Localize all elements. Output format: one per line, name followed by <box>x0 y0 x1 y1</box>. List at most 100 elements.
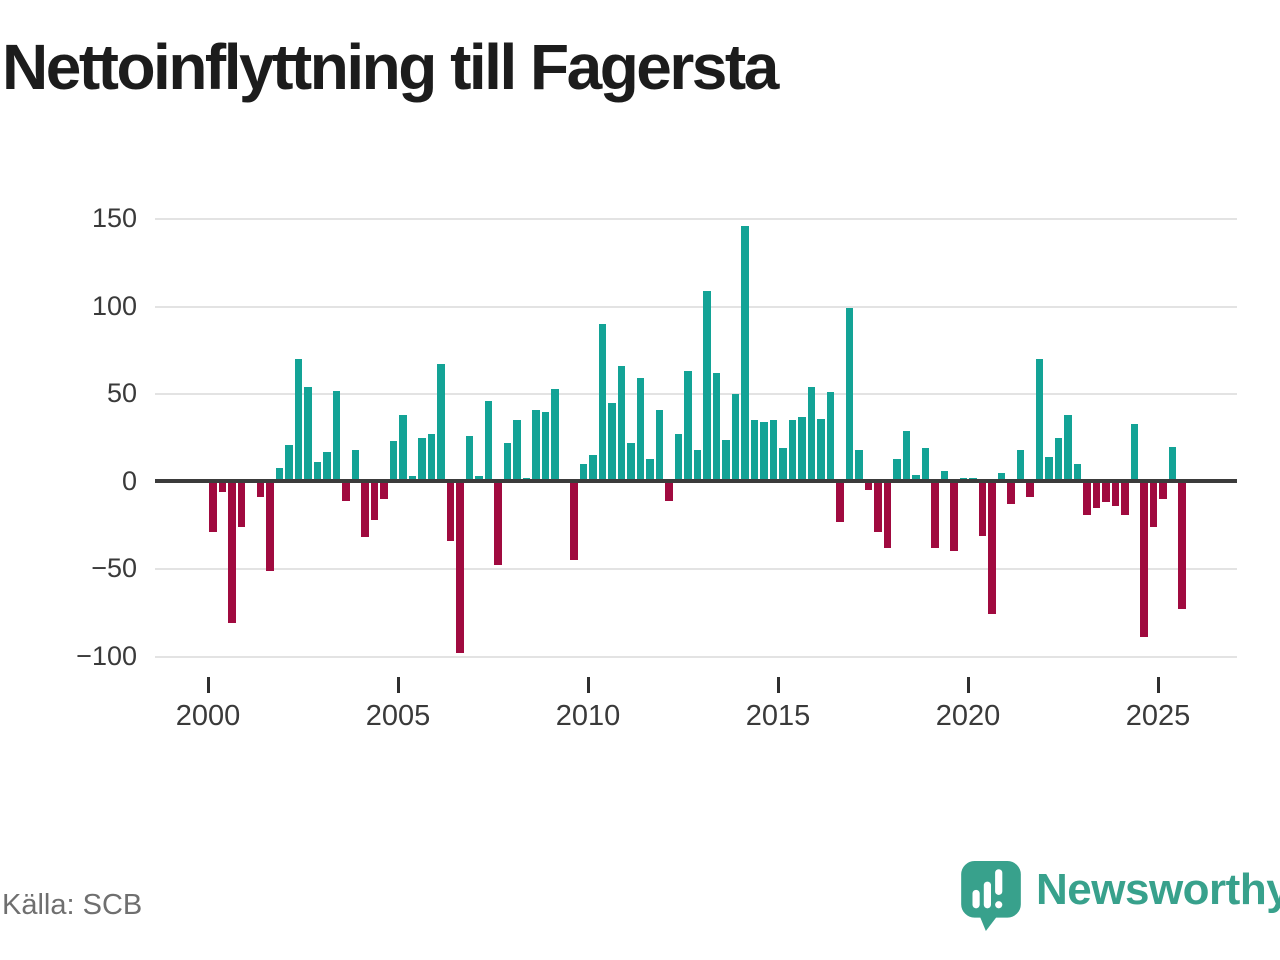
bar-2010-q2 <box>598 324 607 482</box>
bar-2023-q2 <box>1092 483 1101 508</box>
bar-2019-q2 <box>940 471 949 482</box>
bar-2003-q2 <box>332 390 341 482</box>
bar-2014-q4 <box>769 420 778 482</box>
bar-2009-q4 <box>579 464 588 482</box>
bar-2019-q1 <box>931 483 939 548</box>
bar-2011-q1 <box>627 443 635 482</box>
bar-2014-q2 <box>750 420 759 482</box>
bar-2000-q1 <box>209 483 217 532</box>
bar-2024-q1 <box>1121 483 1129 515</box>
bar-2018-q3 <box>912 474 920 482</box>
zero-line <box>155 479 1237 483</box>
source-label: Källa: SCB <box>2 889 143 921</box>
bar-2012-q3 <box>684 371 692 482</box>
gridline <box>155 568 1237 570</box>
bar-2022-q2 <box>1054 437 1063 482</box>
bar-2018-q4 <box>921 448 930 482</box>
bar-2006-q2 <box>446 483 455 541</box>
bar-2014-q3 <box>760 422 768 482</box>
bar-2007-q3 <box>494 483 502 566</box>
bar-2021-q4 <box>1035 359 1044 482</box>
x-tick <box>206 677 210 693</box>
bar-2021-q1 <box>1007 483 1015 504</box>
bar-2016-q1 <box>817 418 825 482</box>
bar-2015-q2 <box>788 420 797 482</box>
bar-2004-q2 <box>370 483 379 520</box>
bar-2002-q3 <box>304 387 312 482</box>
bar-2013-q2 <box>712 373 721 482</box>
bar-2017-q2 <box>864 483 873 490</box>
bar-2017-q3 <box>874 483 882 532</box>
newsworthy-bubble-chart-icon <box>961 861 1021 931</box>
bar-2021-q2 <box>1016 450 1025 482</box>
bar-2006-q4 <box>465 436 474 482</box>
bar-2015-q3 <box>798 416 806 482</box>
x-tick <box>396 677 400 693</box>
bar-2015-q1 <box>779 448 787 482</box>
bar-2011-q4 <box>655 409 664 482</box>
y-tick-label: 150 <box>91 203 137 233</box>
bar-2010-q3 <box>608 402 616 482</box>
bar-2015-q4 <box>807 387 816 482</box>
x-tick <box>776 677 780 693</box>
bar-2010-q1 <box>589 455 597 482</box>
bar-2002-q4 <box>313 462 322 482</box>
gridline <box>155 655 1237 658</box>
bar-2017-q1 <box>855 450 863 482</box>
chart-title: Nettoinflyttning till Fagersta <box>2 31 779 103</box>
bar-2004-q4 <box>389 441 398 482</box>
bar-2011-q2 <box>636 378 645 482</box>
bar-2017-q4 <box>883 483 892 548</box>
bar-2016-q4 <box>845 308 854 482</box>
bar-2014-q1 <box>741 226 749 482</box>
bar-2002-q1 <box>285 444 293 482</box>
x-tick-label: 2020 <box>935 700 1001 732</box>
bar-2013-q4 <box>731 394 740 482</box>
bar-2005-q3 <box>418 437 426 482</box>
bar-2016-q3 <box>836 483 844 522</box>
y-tick-label: 0 <box>121 465 137 496</box>
bar-2006-q1 <box>437 364 445 482</box>
bar-2012-q4 <box>693 450 702 482</box>
bar-2003-q1 <box>323 451 331 482</box>
bar-2025-q2 <box>1168 446 1177 482</box>
bar-2025-q1 <box>1159 483 1167 499</box>
bar-2009-q3 <box>570 483 578 560</box>
bar-2000-q2 <box>218 483 227 492</box>
bar-2007-q4 <box>503 443 512 482</box>
bar-2019-q3 <box>950 483 958 552</box>
bar-2011-q3 <box>646 458 654 482</box>
bar-2023-q4 <box>1111 483 1120 506</box>
x-tick <box>966 677 970 693</box>
bar-2000-q3 <box>228 483 236 623</box>
bar-2024-q4 <box>1149 483 1158 527</box>
bar-2010-q4 <box>617 366 626 482</box>
y-tick-label: 50 <box>106 378 137 408</box>
bar-2012-q2 <box>674 434 683 482</box>
x-tick-label: 2005 <box>365 700 431 732</box>
bar-2005-q4 <box>427 434 436 482</box>
bar-2004-q1 <box>361 483 369 538</box>
bar-2023-q1 <box>1083 483 1091 515</box>
bar-2020-q4 <box>997 472 1006 482</box>
bar-2009-q1 <box>551 388 559 482</box>
bar-2005-q2 <box>408 476 417 482</box>
bar-2001-q4 <box>275 467 284 482</box>
gridline <box>155 218 1237 220</box>
x-tick-label: 2025 <box>1125 700 1191 732</box>
bar-2020-q2 <box>978 483 987 536</box>
bar-2012-q1 <box>665 483 673 501</box>
bar-2000-q4 <box>237 483 246 527</box>
bar-2003-q3 <box>342 483 350 501</box>
bar-2005-q1 <box>399 415 407 482</box>
bar-2002-q2 <box>294 359 303 482</box>
x-tick <box>586 677 590 693</box>
bar-2013-q3 <box>722 439 730 482</box>
bar-2022-q1 <box>1045 457 1053 482</box>
bar-2024-q2 <box>1130 423 1139 482</box>
x-tick <box>1156 677 1160 693</box>
x-tick-label: 2015 <box>745 700 811 732</box>
y-tick-label: 100 <box>91 290 137 321</box>
